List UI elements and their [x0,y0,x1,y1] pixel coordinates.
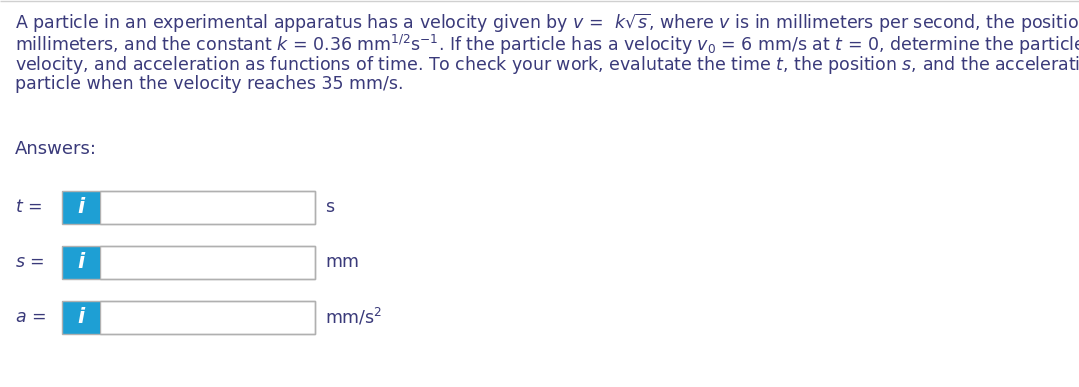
Text: mm: mm [325,253,359,271]
FancyBboxPatch shape [62,190,100,224]
FancyBboxPatch shape [100,300,315,334]
FancyBboxPatch shape [62,300,100,334]
Text: i: i [78,307,84,327]
Text: Answers:: Answers: [15,140,97,158]
Text: i: i [78,252,84,272]
Text: mm/s$^2$: mm/s$^2$ [325,307,382,327]
Text: s: s [325,198,334,216]
FancyBboxPatch shape [100,190,315,224]
Text: velocity, and acceleration as functions of time. To check your work, evalutate t: velocity, and acceleration as functions … [15,54,1079,76]
Text: $t$ =: $t$ = [15,198,42,216]
Text: particle when the velocity reaches 35 mm/s.: particle when the velocity reaches 35 mm… [15,75,404,93]
Text: $a$ =: $a$ = [15,308,46,326]
FancyBboxPatch shape [100,245,315,279]
Text: A particle in an experimental apparatus has a velocity given by $v$ =  $k\sqrt{s: A particle in an experimental apparatus … [15,12,1079,35]
FancyBboxPatch shape [62,245,100,279]
Text: i: i [78,197,84,217]
Text: $s$ =: $s$ = [15,253,44,271]
Text: millimeters, and the constant $k$ = 0.36 mm$^{1/2}$s$^{-1}$. If the particle has: millimeters, and the constant $k$ = 0.36… [15,33,1079,57]
